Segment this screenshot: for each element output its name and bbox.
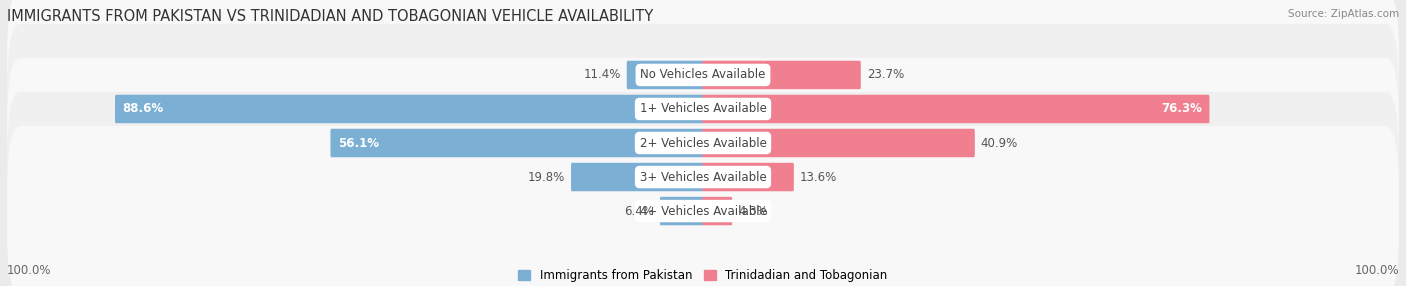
Text: 100.0%: 100.0% xyxy=(7,265,52,277)
Text: 2+ Vehicles Available: 2+ Vehicles Available xyxy=(640,136,766,150)
Text: 40.9%: 40.9% xyxy=(981,136,1018,150)
Text: 56.1%: 56.1% xyxy=(337,136,378,150)
Text: 1+ Vehicles Available: 1+ Vehicles Available xyxy=(640,102,766,116)
FancyBboxPatch shape xyxy=(7,24,1399,194)
FancyBboxPatch shape xyxy=(702,129,974,157)
Text: IMMIGRANTS FROM PAKISTAN VS TRINIDADIAN AND TOBAGONIAN VEHICLE AVAILABILITY: IMMIGRANTS FROM PAKISTAN VS TRINIDADIAN … xyxy=(7,9,654,23)
Text: 6.4%: 6.4% xyxy=(624,204,654,218)
Text: 3+ Vehicles Available: 3+ Vehicles Available xyxy=(640,170,766,184)
FancyBboxPatch shape xyxy=(7,92,1399,262)
FancyBboxPatch shape xyxy=(702,163,794,191)
Text: 4+ Vehicles Available: 4+ Vehicles Available xyxy=(640,204,766,218)
Text: 4.3%: 4.3% xyxy=(738,204,768,218)
Text: No Vehicles Available: No Vehicles Available xyxy=(640,68,766,82)
FancyBboxPatch shape xyxy=(7,58,1399,228)
FancyBboxPatch shape xyxy=(702,197,733,225)
Text: 23.7%: 23.7% xyxy=(866,68,904,82)
FancyBboxPatch shape xyxy=(330,129,704,157)
FancyBboxPatch shape xyxy=(571,163,704,191)
FancyBboxPatch shape xyxy=(7,126,1399,286)
FancyBboxPatch shape xyxy=(7,0,1399,160)
Text: 100.0%: 100.0% xyxy=(1354,265,1399,277)
Legend: Immigrants from Pakistan, Trinidadian and Tobagonian: Immigrants from Pakistan, Trinidadian an… xyxy=(513,265,893,286)
Text: 19.8%: 19.8% xyxy=(527,170,565,184)
Text: 11.4%: 11.4% xyxy=(583,68,621,82)
FancyBboxPatch shape xyxy=(702,61,860,89)
Text: 88.6%: 88.6% xyxy=(122,102,163,116)
Text: 13.6%: 13.6% xyxy=(800,170,837,184)
FancyBboxPatch shape xyxy=(627,61,704,89)
FancyBboxPatch shape xyxy=(659,197,704,225)
Text: Source: ZipAtlas.com: Source: ZipAtlas.com xyxy=(1288,9,1399,19)
FancyBboxPatch shape xyxy=(702,95,1209,123)
Text: 76.3%: 76.3% xyxy=(1161,102,1202,116)
FancyBboxPatch shape xyxy=(115,95,704,123)
